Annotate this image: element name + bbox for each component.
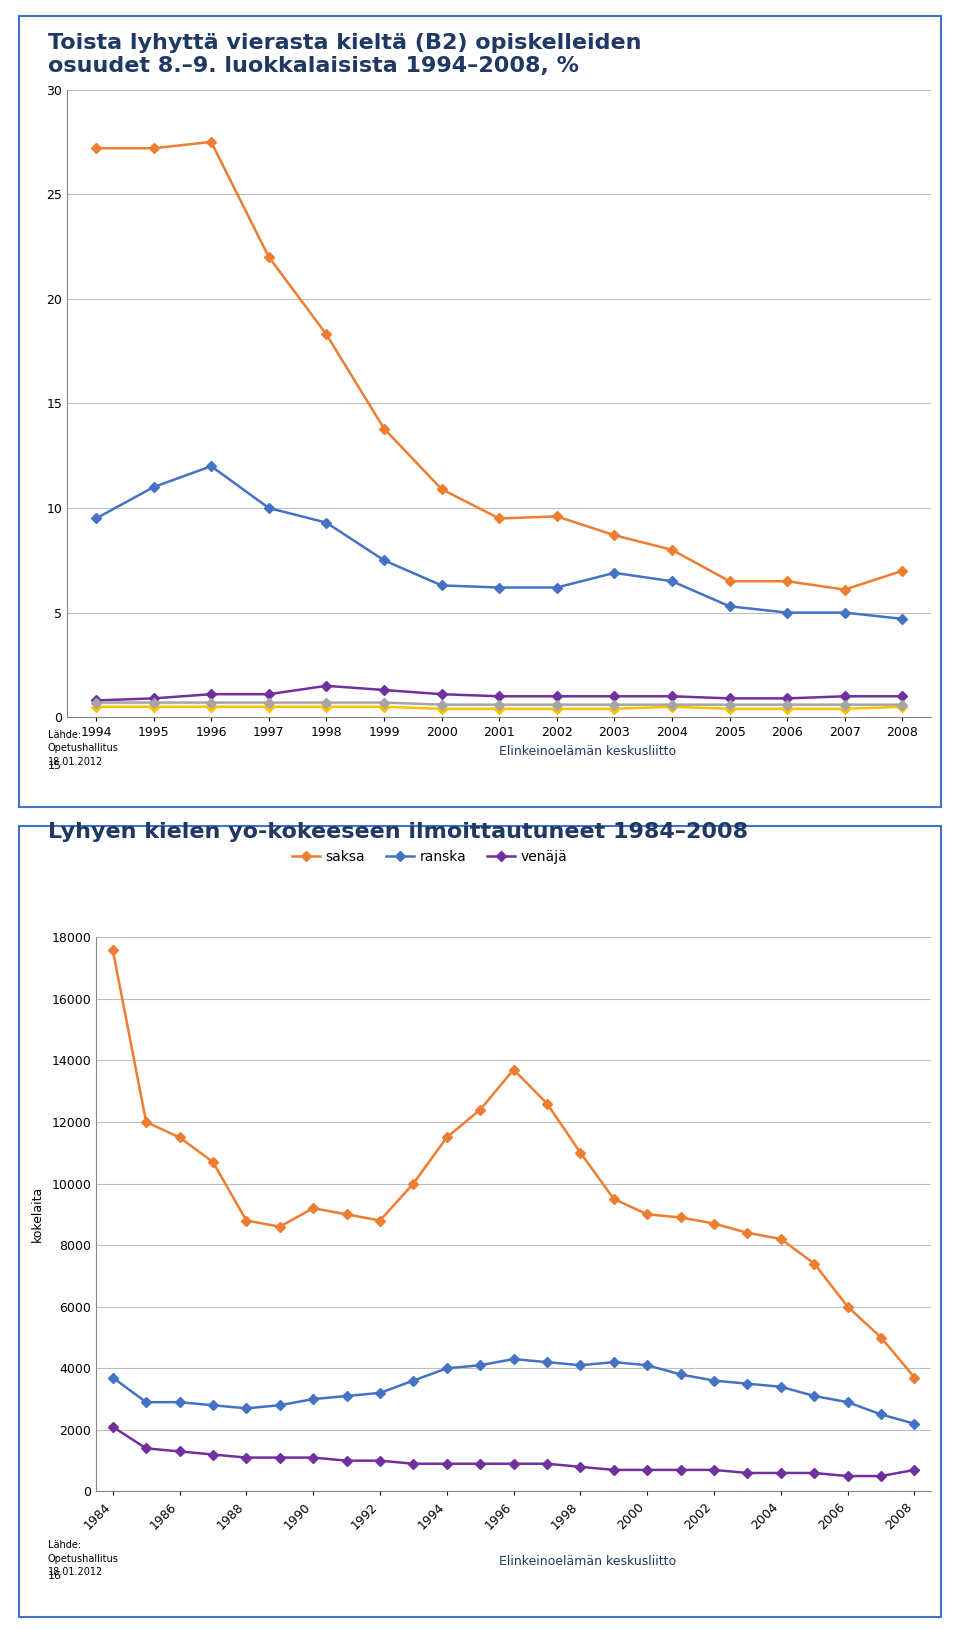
Legend: saksa, ranska, venäjä: saksa, ranska, venäjä: [287, 844, 572, 869]
Text: Elinkeinoelämän keskusliitto: Elinkeinoelämän keskusliitto: [499, 1555, 677, 1568]
Text: Lyhyen kielen yo-kokeeseen ilmoittautuneet 1984–2008: Lyhyen kielen yo-kokeeseen ilmoittautune…: [48, 822, 748, 841]
Text: Elinkeinoelämän keskusliitto: Elinkeinoelämän keskusliitto: [499, 745, 677, 758]
Text: Toista lyhyttä vierasta kieltä (B2) opiskelleiden
osuudet 8.–9. luokkalaisista 1: Toista lyhyttä vierasta kieltä (B2) opis…: [48, 33, 641, 77]
Text: 15: 15: [48, 761, 62, 771]
Y-axis label: kokelaita: kokelaita: [32, 1187, 44, 1242]
Text: Lähde:
Opetushallitus
18.01.2012: Lähde: Opetushallitus 18.01.2012: [48, 1540, 119, 1576]
Text: Lähde:
Opetushallitus
18.01.2012: Lähde: Opetushallitus 18.01.2012: [48, 730, 119, 766]
Text: 16: 16: [48, 1571, 62, 1581]
